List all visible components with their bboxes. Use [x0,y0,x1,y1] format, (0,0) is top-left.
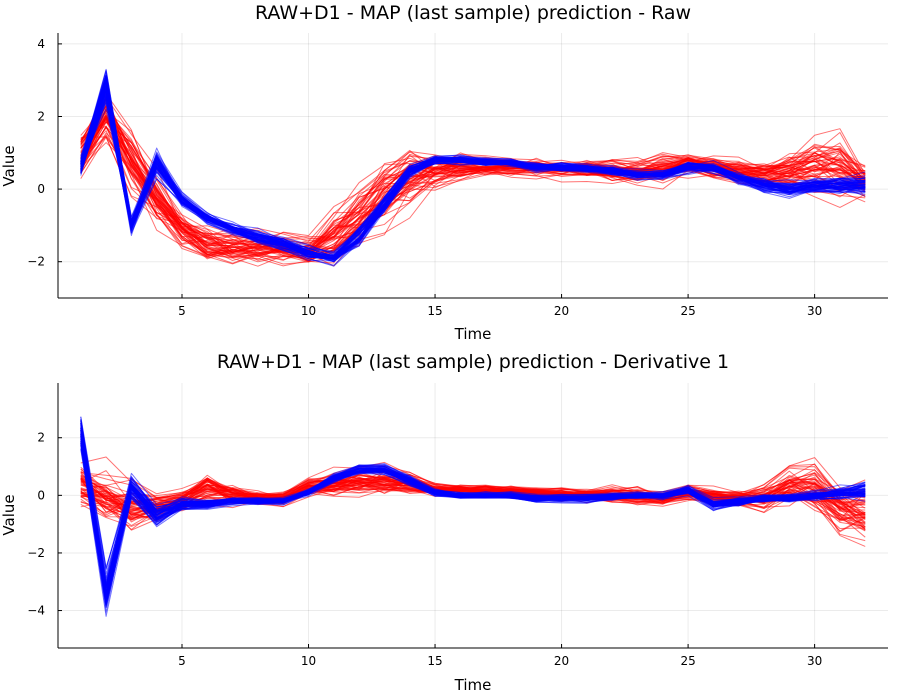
derivative-panel-axes: 5 10 15 20 25 30 −4 −2 0 2 [27,383,888,668]
blue-series-line [80,416,866,568]
x-tick-label: 10 [301,304,316,318]
x-tick-label: 5 [178,304,186,318]
blue-series-line [80,96,866,259]
derivative-panel-x-axis-label: Time [454,676,492,694]
x-tick-label: 5 [178,654,186,668]
y-tick-label: −4 [27,604,45,618]
red-series-line [80,114,866,263]
x-tick-label: 25 [680,304,695,318]
raw-panel-title: RAW+D1 - MAP (last sample) prediction - … [255,2,691,24]
x-tick-label: 10 [301,654,316,668]
red-series-line [80,117,866,248]
raw-panel: RAW+D1 - MAP (last sample) prediction - … [0,2,888,343]
blue-series-line [80,442,866,602]
y-tick-label: 4 [37,37,45,51]
raw-panel-traces [80,68,866,267]
y-tick-label: 2 [37,109,45,123]
x-tick-label: 20 [554,654,569,668]
x-tick-label: 15 [427,654,442,668]
y-tick-label: 2 [37,431,45,445]
derivative-panel: RAW+D1 - MAP (last sample) prediction - … [0,351,888,694]
x-tick-label: 30 [807,654,822,668]
y-tick-label: −2 [27,546,45,560]
derivative-panel-y-axis-label: Value [0,494,18,535]
red-series-line [80,466,866,531]
x-tick-label: 30 [807,304,822,318]
raw-panel-y-axis-label: Value [0,145,18,186]
blue-series-line [80,77,866,267]
y-tick-label: 0 [37,488,45,502]
y-tick-label: −2 [27,255,45,269]
red-series-line [80,115,866,257]
derivative-panel-traces [80,416,866,617]
y-tick-label: 0 [37,182,45,196]
x-tick-label: 20 [554,304,569,318]
derivative-panel-title: RAW+D1 - MAP (last sample) prediction - … [217,351,729,373]
raw-panel-x-axis-label: Time [454,325,492,343]
blue-series-line [80,80,866,260]
x-tick-label: 25 [680,654,695,668]
raw-panel-axes: 5 10 15 20 25 30 −2 0 2 4 [27,33,888,318]
blue-series-line [80,88,866,260]
x-tick-label: 15 [427,304,442,318]
